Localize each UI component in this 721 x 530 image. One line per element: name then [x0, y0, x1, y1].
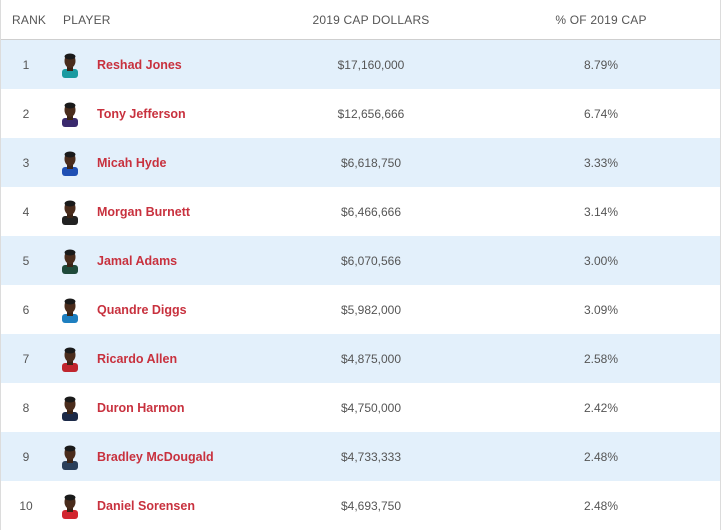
player-cell: Micah Hyde	[51, 150, 261, 176]
player-cell: Duron Harmon	[51, 395, 261, 421]
rank-cell: 8	[22, 400, 30, 415]
rank-cell: 7	[22, 351, 30, 366]
player-headshot-icon	[62, 53, 78, 78]
rank-cell: 9	[22, 449, 30, 464]
table-body: 1 Reshad Jones $17,160,000 8.79% 2 Tony Jeffe…	[1, 40, 720, 530]
player-headshot-icon	[62, 494, 78, 519]
rank-cell: 10	[19, 498, 33, 513]
cap-dollars-cell: $4,750,000	[340, 400, 402, 415]
table-row: 3 Micah Hyde $6,618,750 3.33%	[1, 138, 720, 187]
table-row: 7 Ricardo Allen $4,875,000 2.58%	[1, 334, 720, 383]
player-headshot-icon	[62, 151, 78, 176]
player-headshot-icon	[62, 102, 78, 127]
table-row: 10 Daniel Sorensen $4,693,750 2.48%	[1, 481, 720, 530]
player-name-link[interactable]: Bradley McDougald	[97, 449, 214, 464]
player-headshot-icon	[62, 249, 78, 274]
player-cell: Reshad Jones	[51, 52, 261, 78]
cap-dollars-column-header[interactable]: 2019 CAP DOLLARS	[312, 12, 430, 27]
player-cell: Quandre Diggs	[51, 297, 261, 323]
player-cell: Ricardo Allen	[51, 346, 261, 372]
table-row: 1 Reshad Jones $17,160,000 8.79%	[1, 40, 720, 89]
player-headshot-icon	[62, 396, 78, 421]
player-name-link[interactable]: Quandre Diggs	[97, 302, 187, 317]
table-row: 5 Jamal Adams $6,070,566 3.00%	[1, 236, 720, 285]
cap-dollars-cell: $17,160,000	[337, 57, 405, 72]
player-headshot-icon	[62, 298, 78, 323]
cap-percent-column-header[interactable]: % OF 2019 CAP	[555, 12, 647, 27]
table-row: 6 Quandre Diggs $5,982,000 3.09%	[1, 285, 720, 334]
cap-percent-cell: 2.48%	[583, 498, 619, 513]
cap-dollars-cell: $4,875,000	[340, 351, 402, 366]
cap-percent-cell: 6.74%	[583, 106, 619, 121]
rank-column-header[interactable]: RANK	[12, 12, 47, 27]
cap-dollars-cell: $6,070,566	[340, 253, 402, 268]
rank-cell: 2	[22, 106, 30, 121]
player-name-link[interactable]: Duron Harmon	[97, 400, 185, 415]
player-headshot-icon	[62, 347, 78, 372]
player-cell: Daniel Sorensen	[51, 493, 261, 519]
player-cell: Bradley McDougald	[51, 444, 261, 470]
rank-cell: 1	[22, 57, 30, 72]
rank-cell: 5	[22, 253, 30, 268]
player-name-link[interactable]: Morgan Burnett	[97, 204, 191, 219]
player-name-link[interactable]: Ricardo Allen	[97, 351, 178, 366]
player-column-header[interactable]: PLAYER	[63, 12, 111, 27]
player-name-link[interactable]: Micah Hyde	[97, 155, 167, 170]
cap-dollars-cell: $5,982,000	[340, 302, 402, 317]
cap-percent-cell: 2.42%	[583, 400, 619, 415]
player-cell: Tony Jefferson	[51, 101, 261, 127]
table-row: 9 Bradley McDougald $4,733,333 2.48%	[1, 432, 720, 481]
player-name-link[interactable]: Jamal Adams	[97, 253, 178, 268]
cap-percent-cell: 2.58%	[583, 351, 619, 366]
cap-percent-cell: 3.33%	[583, 155, 619, 170]
rank-cell: 3	[22, 155, 30, 170]
player-headshot-icon	[62, 445, 78, 470]
cap-percent-cell: 8.79%	[583, 57, 619, 72]
cap-percent-cell: 2.48%	[583, 449, 619, 464]
cap-percent-cell: 3.14%	[583, 204, 619, 219]
player-cell: Morgan Burnett	[51, 199, 261, 225]
table-row: 4 Morgan Burnett $6,466,666 3.14%	[1, 187, 720, 236]
player-name-link[interactable]: Reshad Jones	[97, 57, 182, 72]
cap-dollars-cell: $12,656,666	[337, 106, 405, 121]
cap-percent-cell: 3.00%	[583, 253, 619, 268]
table-header: RANK PLAYER 2019 CAP DOLLARS % OF 2019 C…	[1, 0, 720, 40]
cap-dollars-cell: $4,733,333	[340, 449, 402, 464]
player-name-link[interactable]: Daniel Sorensen	[97, 498, 195, 513]
rank-cell: 6	[22, 302, 30, 317]
cap-dollars-cell: $4,693,750	[340, 498, 402, 513]
cap-dollars-cell: $6,466,666	[340, 204, 402, 219]
player-cell: Jamal Adams	[51, 248, 261, 274]
cap-dollars-cell: $6,618,750	[340, 155, 402, 170]
cap-percent-cell: 3.09%	[583, 302, 619, 317]
table-row: 8 Duron Harmon $4,750,000 2.42%	[1, 383, 720, 432]
player-name-link[interactable]: Tony Jefferson	[97, 106, 186, 121]
player-headshot-icon	[62, 200, 78, 225]
table-row: 2 Tony Jefferson $12,656,666 6.74%	[1, 89, 720, 138]
rank-cell: 4	[22, 204, 30, 219]
